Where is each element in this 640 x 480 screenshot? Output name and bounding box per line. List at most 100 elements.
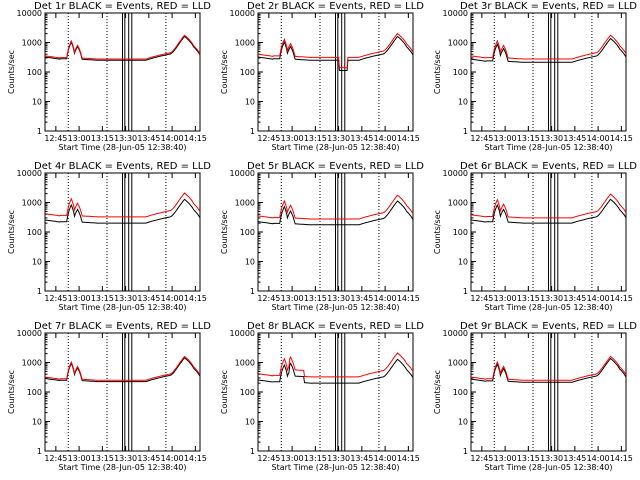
x-tick-label: 13:45	[563, 294, 586, 303]
y-axis-label: Counts/sec	[433, 210, 442, 254]
series-line-lld	[470, 193, 627, 219]
x-tick-label: 13:45	[563, 134, 586, 143]
y-tick-label: 10000	[230, 9, 255, 18]
x-tick-label: 13:15	[517, 294, 540, 303]
x-tick-label: 13:45	[137, 134, 160, 143]
x-tick-label: 13:15	[517, 134, 540, 143]
y-axis-label: Counts/sec	[220, 370, 229, 414]
panel-title: Det 2r BLACK = Events, RED = LLD	[247, 1, 424, 12]
x-tick-label: 14:15	[610, 134, 633, 143]
y-tick-label: 10	[458, 418, 468, 427]
y-tick-label: 1	[37, 447, 42, 456]
x-tick-label: 13:30	[540, 294, 563, 303]
y-tick-label: 10000	[230, 329, 255, 338]
x-tick-label: 13:00	[494, 454, 517, 463]
series-line-lld	[44, 34, 201, 60]
y-tick-label: 1	[463, 127, 468, 136]
y-tick-label: 10000	[17, 169, 42, 178]
x-tick-label: 14:00	[161, 134, 184, 143]
y-tick-label: 100	[27, 228, 42, 237]
x-tick-label: 13:00	[281, 134, 304, 143]
x-tick-label: 13:30	[114, 134, 137, 143]
series-line-lld	[470, 34, 627, 60]
x-axis-label: Start Time (28-Jun-05 12:38:40)	[59, 463, 187, 472]
panel-title: Det 5r BLACK = Events, RED = LLD	[247, 161, 424, 172]
x-tick-label: 14:15	[184, 134, 207, 143]
chart-panel: Det 4r BLACK = Events, RED = LLD 1 10 100 10…	[7, 161, 211, 312]
y-axis-label: Counts/sec	[433, 50, 442, 94]
x-tick-label: 12:45	[44, 134, 67, 143]
x-tick-label: 12:45	[470, 294, 493, 303]
y-tick-label: 100	[27, 388, 42, 397]
y-tick-label: 1	[250, 287, 255, 296]
y-tick-label: 10000	[17, 9, 42, 18]
x-tick-label: 12:45	[470, 454, 493, 463]
series-line-events	[257, 200, 414, 226]
x-tick-label: 12:45	[44, 454, 67, 463]
x-tick-label: 14:00	[161, 454, 184, 463]
x-tick-label: 13:15	[304, 454, 327, 463]
x-tick-label: 12:45	[44, 294, 67, 303]
y-tick-label: 1000	[235, 199, 255, 208]
x-tick-label: 13:00	[281, 294, 304, 303]
panel-title: Det 7r BLACK = Events, RED = LLD	[34, 321, 211, 332]
chart-panel: Det 3r BLACK = Events, RED = LLD 1 10 100 10…	[433, 1, 637, 152]
y-tick-label: 10000	[230, 169, 255, 178]
y-tick-label: 1	[250, 127, 255, 136]
y-tick-label: 1	[37, 127, 42, 136]
y-tick-label: 1000	[448, 199, 468, 208]
y-tick-label: 100	[453, 68, 468, 77]
x-tick-label: 14:15	[397, 134, 420, 143]
x-tick-label: 13:00	[494, 134, 517, 143]
x-tick-label: 14:00	[587, 294, 610, 303]
chart-panel: Det 9r BLACK = Events, RED = LLD 1 10 100 10…	[433, 321, 637, 472]
series-line-events	[257, 35, 414, 71]
x-tick-label: 14:15	[184, 294, 207, 303]
y-tick-label: 10000	[17, 329, 42, 338]
x-axis-label: Start Time (28-Jun-05 12:38:40)	[272, 463, 400, 472]
y-axis-label: Counts/sec	[7, 50, 16, 94]
y-tick-label: 1	[250, 447, 255, 456]
x-tick-label: 13:30	[540, 134, 563, 143]
y-tick-label: 10	[32, 98, 42, 107]
series-line-lld	[257, 32, 414, 69]
x-axis-label: Start Time (28-Jun-05 12:38:40)	[485, 463, 613, 472]
x-tick-label: 13:15	[91, 454, 114, 463]
x-tick-label: 13:30	[327, 454, 350, 463]
x-axis-label: Start Time (28-Jun-05 12:38:40)	[272, 303, 400, 312]
x-axis-label: Start Time (28-Jun-05 12:38:40)	[59, 303, 187, 312]
x-tick-label: 14:15	[610, 294, 633, 303]
series-line-lld	[470, 355, 627, 381]
series-line-events	[257, 358, 414, 384]
y-tick-label: 1000	[22, 199, 42, 208]
y-tick-label: 1	[37, 287, 42, 296]
series-line-events	[44, 357, 201, 383]
y-axis-label: Counts/sec	[220, 210, 229, 254]
y-axis-label: Counts/sec	[220, 50, 229, 94]
x-tick-label: 12:45	[257, 454, 280, 463]
x-tick-label: 13:30	[327, 294, 350, 303]
series-line-events	[470, 37, 627, 63]
y-axis-label: Counts/sec	[433, 370, 442, 414]
x-tick-label: 14:00	[374, 454, 397, 463]
x-tick-label: 14:15	[397, 294, 420, 303]
y-tick-label: 10000	[443, 169, 468, 178]
y-tick-label: 10	[458, 98, 468, 107]
x-tick-label: 14:00	[587, 454, 610, 463]
x-tick-label: 14:00	[161, 294, 184, 303]
y-tick-label: 100	[453, 228, 468, 237]
y-tick-label: 100	[240, 68, 255, 77]
series-line-lld	[257, 352, 414, 378]
y-tick-label: 10	[245, 418, 255, 427]
x-axis-label: Start Time (28-Jun-05 12:38:40)	[272, 143, 400, 152]
series-line-events	[470, 357, 627, 383]
panel-title: Det 1r BLACK = Events, RED = LLD	[34, 1, 211, 12]
x-tick-label: 13:15	[304, 134, 327, 143]
x-tick-label: 14:00	[374, 294, 397, 303]
y-tick-label: 1000	[235, 359, 255, 368]
panel-title: Det 4r BLACK = Events, RED = LLD	[34, 161, 211, 172]
y-tick-label: 100	[27, 68, 42, 77]
y-tick-label: 1	[463, 287, 468, 296]
panel-title: Det 9r BLACK = Events, RED = LLD	[460, 321, 637, 332]
x-tick-label: 13:30	[327, 134, 350, 143]
